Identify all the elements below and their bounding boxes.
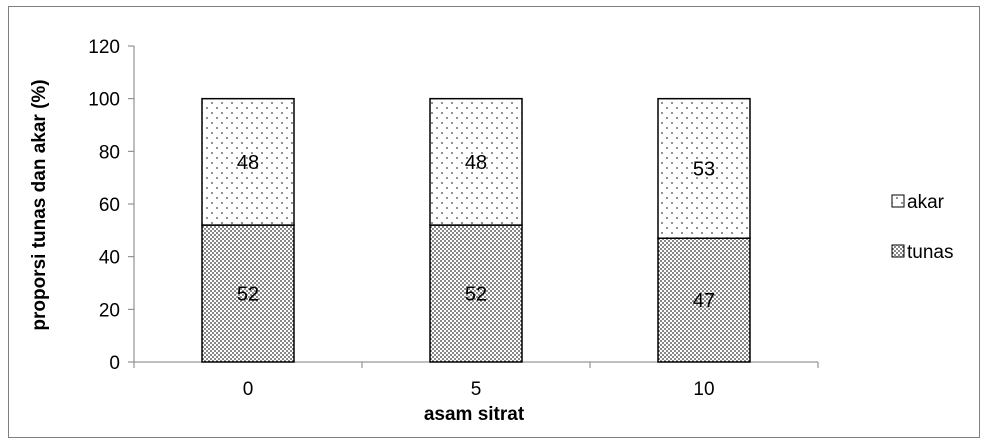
y-tick-label: 120 [88, 37, 120, 58]
legend: akar tunas [891, 192, 953, 263]
data-label-akar: 48 [465, 152, 487, 174]
y-tick-label: 100 [88, 90, 120, 111]
axes: 0 20 40 60 80 100 120 0 5 10 [88, 37, 819, 400]
legend-swatch-tunas [891, 244, 905, 258]
legend-label-tunas: tunas [907, 242, 953, 263]
bar-segment-akar [657, 97, 751, 239]
y-tick-label: 40 [99, 248, 120, 269]
bar-segment-akar [429, 97, 523, 226]
x-tick-label: 5 [471, 379, 482, 400]
data-label-tunas: 52 [237, 284, 259, 306]
y-tick-label: 60 [99, 195, 120, 216]
y-tick-label: 20 [99, 300, 120, 321]
bars [201, 97, 751, 363]
data-label-tunas: 52 [465, 284, 487, 306]
bar-segment-tunas [201, 224, 295, 363]
y-axis-title: proporsi tunas dan akar (%) [29, 79, 50, 330]
data-labels: 52 48 52 48 47 53 [237, 152, 715, 312]
x-axis-title: asam sitrat [424, 404, 525, 425]
data-label-akar: 48 [237, 152, 259, 174]
y-tick-label: 80 [99, 142, 120, 163]
legend-label-akar: akar [907, 192, 945, 213]
bar-segment-tunas [429, 224, 523, 363]
bar-segment-akar [201, 97, 295, 226]
y-tick-label: 0 [109, 353, 120, 374]
legend-swatch-akar [891, 194, 905, 208]
chart-frame [8, 6, 980, 438]
x-tick-label: 10 [693, 379, 714, 400]
bar-segment-tunas [657, 237, 751, 363]
data-label-tunas: 47 [693, 290, 715, 312]
x-tick-label: 0 [243, 379, 254, 400]
data-label-akar: 53 [693, 158, 715, 180]
